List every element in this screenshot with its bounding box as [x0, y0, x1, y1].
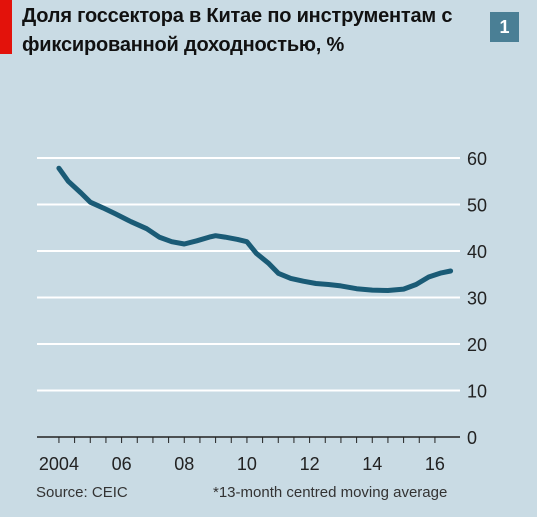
- x-tick-label: 2004: [39, 454, 79, 474]
- y-tick-label: 60: [467, 149, 487, 169]
- y-tick-label: 30: [467, 289, 487, 309]
- y-tick-label: 40: [467, 242, 487, 262]
- y-tick-label: 10: [467, 382, 487, 402]
- accent-tab: [0, 0, 12, 54]
- chart-number-badge: 1: [490, 12, 519, 42]
- x-tick-label: 06: [112, 454, 132, 474]
- y-tick-label: 0: [467, 428, 477, 448]
- x-tick-label: 10: [237, 454, 257, 474]
- x-tick-label: 12: [300, 454, 320, 474]
- chart-title: Доля госсектора в Китае по инструментам …: [22, 5, 453, 56]
- y-tick-label: 20: [467, 335, 487, 355]
- source-note: Source: CEIC: [36, 484, 128, 501]
- footnote: *13-month centred moving average: [213, 484, 448, 501]
- x-tick-label: 14: [362, 454, 382, 474]
- x-tick-label: 16: [425, 454, 445, 474]
- y-tick-label: 50: [467, 196, 487, 216]
- x-tick-label: 08: [174, 454, 194, 474]
- series-line: [56, 165, 454, 293]
